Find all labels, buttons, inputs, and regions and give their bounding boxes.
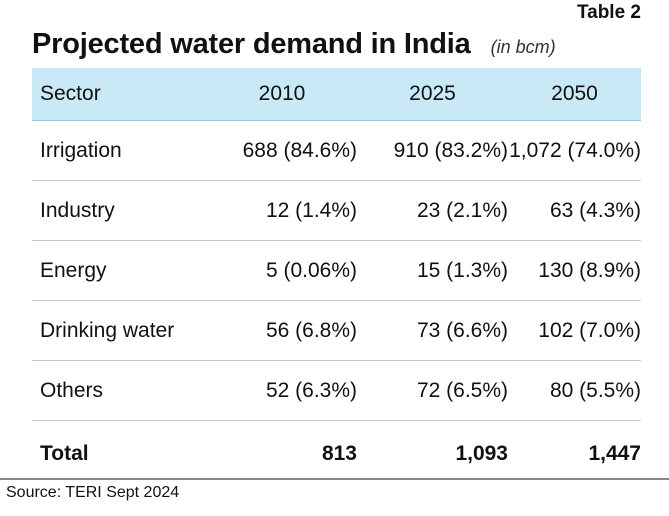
total-label: Total <box>40 442 89 465</box>
value-2025-cell: 23 (2.1%) <box>416 198 508 222</box>
value-2010-cell: 12 (1.4%) <box>265 198 357 222</box>
source-note: Source: TERI Sept 2024 <box>6 484 180 501</box>
value-2010-cell: 5 (0.06%) <box>265 258 357 282</box>
value-2025-cell: 73 (6.6%) <box>416 318 508 342</box>
data-table: Sector 2010 2025 2050 Irrigation 688 (84… <box>32 68 641 487</box>
value-2050-cell: 1,072 (74.0%) <box>509 138 641 162</box>
footer-divider <box>0 478 669 480</box>
total-2025-cell: 1,093 <box>455 442 508 465</box>
value-2010-cell: 688 (84.6%) <box>242 138 357 162</box>
total-2050-cell: 1,447 <box>588 442 641 465</box>
value-2025-cell: 15 (1.3%) <box>416 258 508 282</box>
sector-cell: Energy <box>40 258 107 282</box>
column-header-sector: Sector <box>40 82 101 105</box>
sector-cell: Others <box>40 378 104 402</box>
sector-cell: Industry <box>40 198 115 222</box>
column-header-2050: 2050 <box>551 82 598 105</box>
value-2025-cell: 72 (6.5%) <box>416 378 508 402</box>
table-row: Others 52 (6.3%) 72 (6.5%) 80 (5.5%) <box>32 361 641 421</box>
sector-cell: Irrigation <box>40 138 122 162</box>
table-row: Industry 12 (1.4%) 23 (2.1%) 63 (4.3%) <box>32 181 641 241</box>
value-2050-cell: 63 (4.3%) <box>549 198 641 222</box>
table-label: Table 2 <box>576 2 641 23</box>
table-header-row: Sector 2010 2025 2050 <box>32 68 641 121</box>
column-header-2010: 2010 <box>258 82 306 105</box>
table-row: Irrigation 688 (84.6%) 910 (83.2%) 1,072… <box>32 121 641 181</box>
total-2010-cell: 813 <box>321 442 357 465</box>
table-row: Energy 5 (0.06%) 15 (1.3%) 130 (8.9%) <box>32 241 641 301</box>
value-2010-cell: 56 (6.8%) <box>265 318 357 342</box>
unit-note: (in bcm) <box>490 37 556 57</box>
value-2050-cell: 80 (5.5%) <box>549 378 641 402</box>
title-row: Projected water demand in India (in bcm) <box>32 28 556 61</box>
table-title: Projected water demand in India <box>32 28 471 60</box>
sector-cell: Drinking water <box>40 318 175 342</box>
value-2050-cell: 102 (7.0%) <box>538 318 641 342</box>
table-row: Drinking water 56 (6.8%) 73 (6.6%) 102 (… <box>32 301 641 361</box>
total-row: Total 813 1,093 1,447 <box>32 421 641 487</box>
column-header-2025: 2025 <box>409 82 456 105</box>
value-2010-cell: 52 (6.3%) <box>265 378 357 402</box>
value-2025-cell: 910 (83.2%) <box>393 138 508 162</box>
value-2050-cell: 130 (8.9%) <box>538 258 641 282</box>
